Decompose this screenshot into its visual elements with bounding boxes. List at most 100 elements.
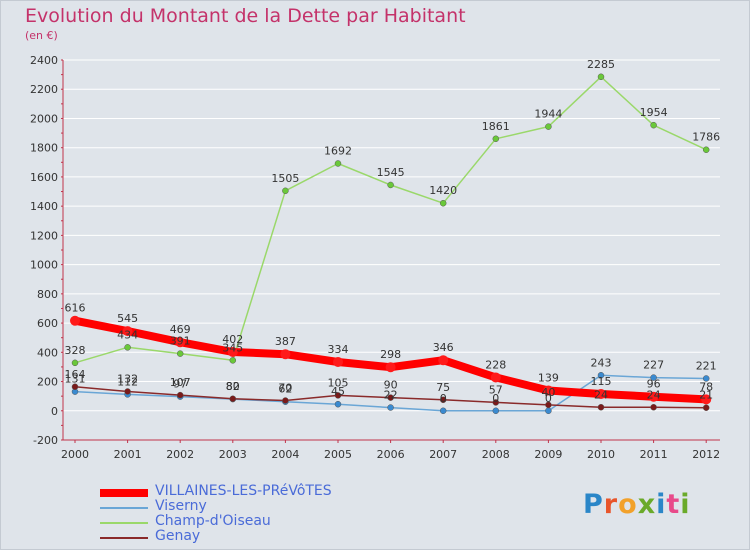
data-label: 345: [222, 341, 243, 354]
data-label: 243: [591, 356, 612, 369]
data-label: 402: [222, 333, 243, 346]
legend-swatch: [100, 537, 148, 539]
data-label: 0: [492, 392, 499, 405]
x-tick-label: 2005: [324, 448, 352, 461]
y-tick-label: 400: [37, 346, 58, 359]
data-point: [176, 391, 184, 399]
data-point: [122, 326, 133, 337]
data-point: [648, 391, 659, 402]
data-point: [439, 199, 447, 207]
data-point: [545, 123, 552, 130]
data-point: [439, 407, 447, 415]
data-label: 434: [117, 328, 138, 341]
data-label: 75: [436, 381, 450, 394]
data-point: [175, 337, 186, 348]
data-point: [701, 394, 712, 405]
data-label: 228: [485, 358, 506, 371]
data-label: 164: [65, 368, 86, 381]
data-point: [650, 374, 657, 381]
data-label: 22: [384, 389, 398, 402]
x-tick-label: 2001: [114, 448, 142, 461]
data-point: [650, 121, 657, 129]
data-label: 1692: [324, 144, 352, 157]
y-tick-label: 1000: [30, 259, 58, 272]
y-tick-label: 2200: [30, 83, 58, 96]
logo-letter: o: [618, 489, 638, 520]
data-label: 132: [117, 372, 138, 385]
data-point: [333, 356, 343, 367]
data-label: 387: [275, 335, 296, 348]
data-label: 1545: [377, 166, 405, 179]
data-label: 227: [643, 359, 664, 372]
data-label: 131: [65, 373, 86, 386]
data-label: 40: [541, 386, 555, 399]
data-label: 90: [384, 379, 398, 392]
y-tick-label: 1800: [30, 142, 58, 155]
y-tick-label: 800: [37, 288, 58, 301]
x-tick-label: 2002: [166, 448, 194, 461]
x-tick-label: 2009: [534, 448, 562, 461]
x-tick-label: 2000: [61, 448, 89, 461]
data-label: 616: [65, 302, 86, 315]
data-label: 57: [489, 383, 503, 396]
data-point: [334, 400, 342, 408]
data-point: [334, 160, 342, 167]
data-point: [702, 146, 710, 153]
logo-letter: x: [637, 489, 657, 520]
legend-swatch: [100, 522, 148, 524]
data-point: [650, 404, 657, 411]
data-label: 62: [278, 383, 292, 396]
data-point: [227, 347, 238, 358]
data-point: [492, 135, 500, 143]
x-tick-label: 2008: [482, 448, 510, 461]
data-label: 0: [440, 392, 447, 405]
data-point: [702, 375, 710, 382]
data-point: [492, 407, 500, 415]
y-tick-label: 0: [51, 405, 58, 418]
data-label: 1944: [534, 108, 562, 121]
legend-label: Viserny: [155, 498, 207, 514]
legend-swatch: [100, 507, 148, 509]
data-label: 97: [173, 378, 187, 391]
data-point: [71, 383, 79, 391]
data-point: [385, 362, 396, 373]
data-point: [176, 350, 184, 357]
plot-area: [63, 60, 720, 440]
data-point: [282, 187, 289, 195]
data-label: 328: [65, 344, 86, 357]
y-tick-label: 200: [37, 376, 58, 389]
data-point: [229, 395, 237, 403]
x-tick-label: 2006: [377, 448, 405, 461]
data-point: [492, 399, 500, 406]
data-label: 21: [699, 389, 713, 402]
y-tick-label: 600: [37, 317, 58, 330]
data-point: [280, 349, 291, 360]
data-label: 1861: [482, 120, 510, 133]
data-label: 334: [328, 343, 349, 356]
logo-letter: t: [666, 489, 681, 520]
data-label: 45: [331, 385, 345, 398]
x-tick-label: 2012: [692, 448, 720, 461]
y-tick-label: 2400: [30, 54, 58, 67]
logo-letter: r: [603, 489, 619, 520]
data-label: 82: [226, 380, 240, 393]
data-point: [490, 372, 501, 383]
logo-letter: P: [583, 489, 604, 520]
data-label: 1505: [271, 172, 299, 185]
data-point: [387, 404, 394, 411]
data-label: 96: [647, 378, 661, 391]
data-point: [597, 372, 605, 379]
data-label: 80: [226, 380, 240, 393]
x-tick-label: 2003: [219, 448, 247, 461]
y-tick-label: 1400: [30, 200, 58, 213]
data-point: [229, 357, 237, 364]
data-point: [597, 404, 605, 411]
data-point: [545, 407, 552, 415]
data-label: 139: [538, 371, 559, 384]
data-point: [282, 397, 289, 404]
legend-label: Genay: [155, 528, 201, 544]
data-label: 112: [117, 375, 138, 388]
y-tick-label: 1200: [30, 229, 58, 242]
data-label: 24: [647, 388, 661, 401]
data-label: 221: [696, 359, 717, 372]
